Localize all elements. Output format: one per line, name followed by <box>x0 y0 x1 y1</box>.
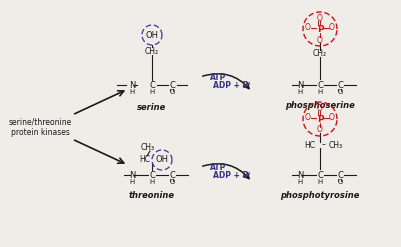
Text: O: O <box>304 22 310 32</box>
Text: CH₃: CH₃ <box>141 143 155 151</box>
Text: N: N <box>128 81 135 89</box>
Text: HC: HC <box>304 141 315 149</box>
Text: H: H <box>297 179 302 185</box>
Text: O: O <box>336 89 342 95</box>
Text: H: H <box>129 89 134 95</box>
Text: C: C <box>336 170 342 180</box>
Text: CH₃: CH₃ <box>328 141 342 149</box>
Text: CH₂: CH₂ <box>312 48 326 58</box>
Text: H: H <box>129 179 134 185</box>
Text: phosphoserine: phosphoserine <box>284 101 354 109</box>
Text: C: C <box>316 81 322 89</box>
Text: N: N <box>128 170 135 180</box>
Text: serine/threonine
protein kinases: serine/threonine protein kinases <box>8 117 71 137</box>
Text: H: H <box>316 89 322 95</box>
Text: CH₂: CH₂ <box>145 46 159 56</box>
Text: O: O <box>316 36 322 44</box>
Text: ATP: ATP <box>209 163 226 171</box>
Text: H: H <box>149 89 154 95</box>
Text: ADP + Pᴵ: ADP + Pᴵ <box>213 171 250 181</box>
Text: ADP + Pᴵ: ADP + Pᴵ <box>213 81 250 89</box>
Text: ATP: ATP <box>209 73 226 82</box>
Text: serine: serine <box>137 103 166 111</box>
Text: O: O <box>316 14 322 22</box>
Text: threonine: threonine <box>129 190 174 200</box>
Text: O: O <box>328 112 334 122</box>
Text: H: H <box>316 179 322 185</box>
Text: H: H <box>297 89 302 95</box>
Text: C: C <box>169 170 174 180</box>
Text: –: – <box>321 141 325 149</box>
Text: O: O <box>336 179 342 185</box>
Text: C: C <box>149 170 154 180</box>
Text: O: O <box>316 103 322 112</box>
Text: N: N <box>296 170 302 180</box>
Text: C: C <box>149 81 154 89</box>
Text: C: C <box>169 81 174 89</box>
Text: P: P <box>316 24 322 34</box>
Text: C: C <box>336 81 342 89</box>
Text: HC: HC <box>139 156 150 165</box>
Text: OH: OH <box>145 30 158 40</box>
Text: O: O <box>316 125 322 135</box>
Text: H: H <box>149 179 154 185</box>
Text: O: O <box>169 179 174 185</box>
Text: phosphotyrosine: phosphotyrosine <box>279 190 359 200</box>
Text: OH: OH <box>155 156 168 165</box>
Text: C: C <box>316 170 322 180</box>
Text: O: O <box>169 89 174 95</box>
Text: P: P <box>316 115 322 124</box>
Text: O: O <box>328 22 334 32</box>
Text: N: N <box>296 81 302 89</box>
Text: O: O <box>304 112 310 122</box>
